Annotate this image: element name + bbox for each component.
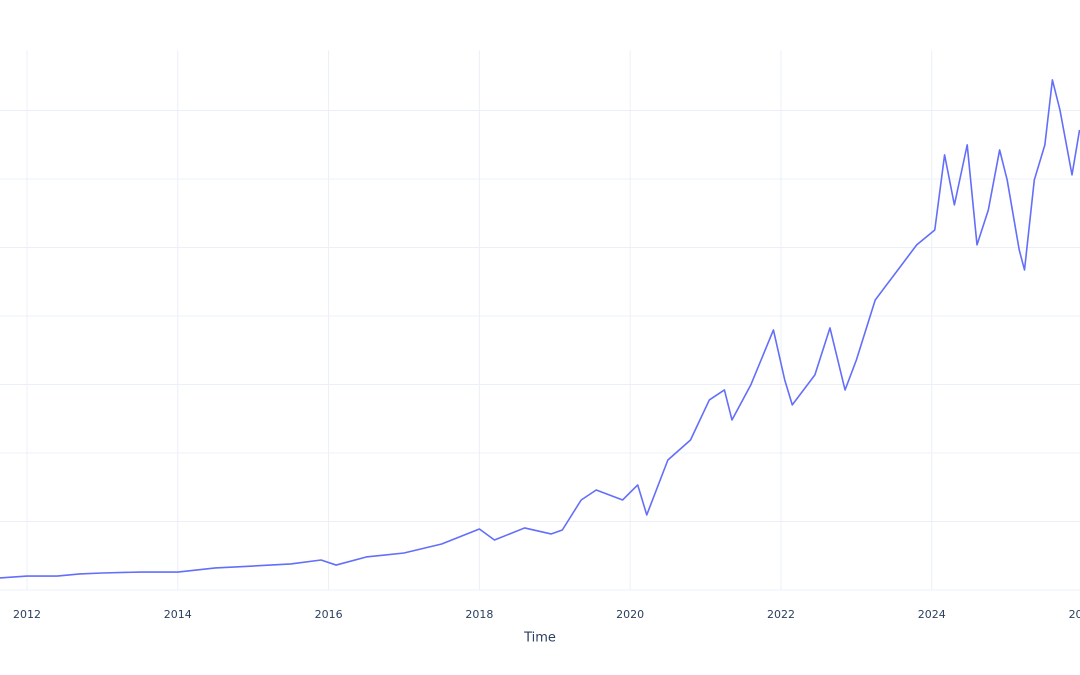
x-tick-label: 2018 (465, 608, 493, 621)
x-tick-label: 2022 (767, 608, 795, 621)
price-line (0, 79, 1080, 579)
x-tick-label: 2012 (13, 608, 41, 621)
x-tick-label: 2014 (164, 608, 192, 621)
x-tick-label: 2024 (918, 608, 946, 621)
x-tick-label: 2016 (315, 608, 343, 621)
x-tick-label: 2020 (616, 608, 644, 621)
plot-area: 0501001502002503003502012201420162018202… (0, 50, 1080, 621)
x-tick-label: 2026 (1069, 608, 1080, 621)
x-axis-title: Time (523, 631, 556, 646)
